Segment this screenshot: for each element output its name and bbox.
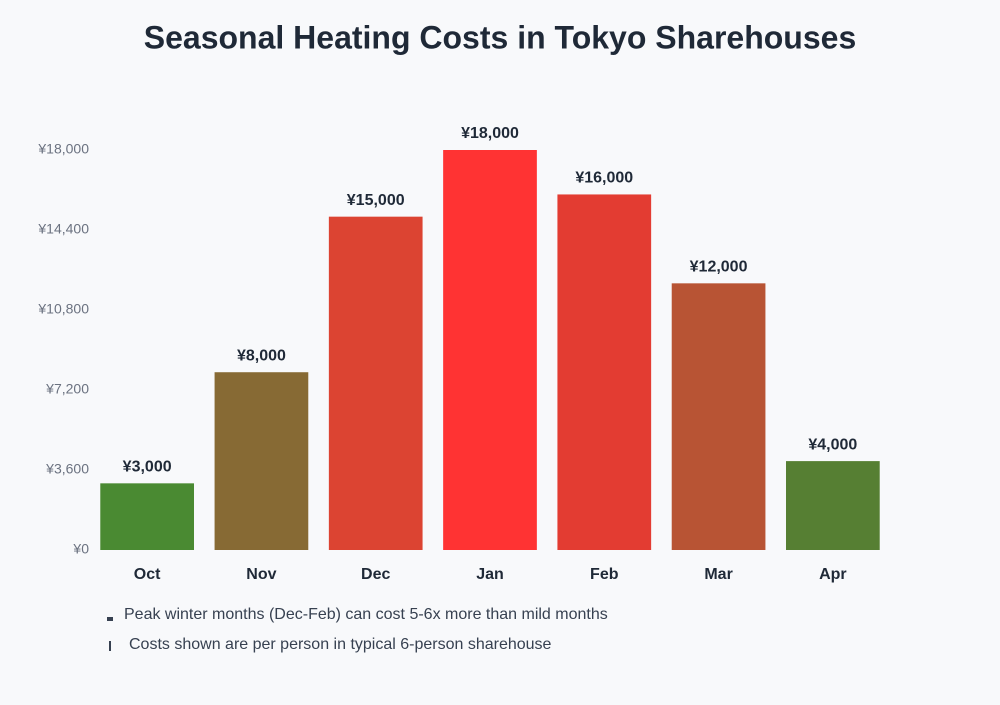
bar xyxy=(100,483,194,550)
y-tick-label: ¥3,600 xyxy=(45,461,89,477)
x-tick-label: Oct xyxy=(134,566,161,583)
note-icon xyxy=(109,641,111,651)
y-tick-label: ¥18,000 xyxy=(37,141,89,157)
x-tick-label: Feb xyxy=(590,566,619,583)
value-label: ¥4,000 xyxy=(808,436,857,453)
y-tick-label: ¥0 xyxy=(72,541,89,557)
value-label: ¥3,000 xyxy=(123,459,172,476)
value-label: ¥16,000 xyxy=(575,170,633,187)
value-label: ¥18,000 xyxy=(461,125,519,142)
y-tick-label: ¥10,800 xyxy=(37,301,89,317)
bar xyxy=(328,216,423,550)
note-icon xyxy=(107,617,113,621)
x-tick-label: Mar xyxy=(704,566,732,583)
x-tick-label: Apr xyxy=(819,566,847,583)
y-tick-label: ¥14,400 xyxy=(37,221,89,237)
bar xyxy=(214,372,309,550)
value-label: ¥8,000 xyxy=(237,347,286,364)
x-tick-label: Jan xyxy=(476,566,504,583)
value-label: ¥12,000 xyxy=(690,259,748,276)
y-tick-label: ¥7,200 xyxy=(45,381,89,397)
x-tick-label: Dec xyxy=(361,566,390,583)
footnote: Peak winter months (Dec-Feb) can cost 5-… xyxy=(124,606,608,623)
x-tick-label: Nov xyxy=(246,566,276,583)
footnote: Costs shown are per person in typical 6-… xyxy=(129,636,552,653)
bar xyxy=(557,194,652,550)
bar xyxy=(671,283,766,550)
chart-title: Seasonal Heating Costs in Tokyo Sharehou… xyxy=(144,19,856,55)
value-label: ¥15,000 xyxy=(347,192,405,209)
bar xyxy=(443,150,537,550)
bar xyxy=(786,461,880,550)
